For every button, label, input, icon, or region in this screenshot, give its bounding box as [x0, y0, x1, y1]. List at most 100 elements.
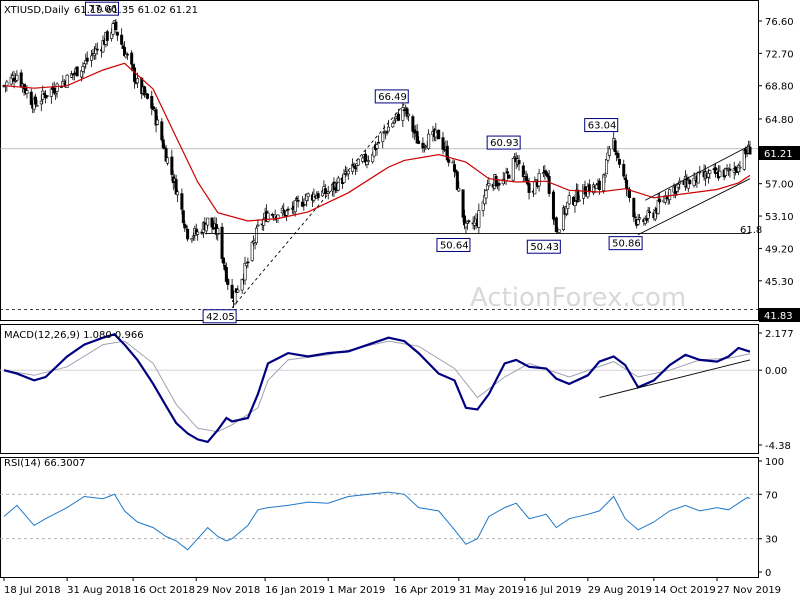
- candle-body: [39, 100, 43, 105]
- annotation-box: [486, 135, 521, 150]
- candle-body: [125, 53, 129, 56]
- candle-body: [54, 93, 58, 96]
- candle-body: [376, 141, 380, 144]
- candle-body: [622, 164, 626, 177]
- candle-body: [145, 93, 149, 99]
- candle-body: [392, 120, 396, 123]
- current-price-tag: [759, 146, 800, 160]
- candle-body: [537, 173, 541, 187]
- candle-body: [130, 52, 134, 65]
- candle-body: [41, 90, 45, 100]
- candle-body: [748, 146, 752, 155]
- rsi-panel: [0, 457, 759, 578]
- candle-body: [455, 171, 459, 191]
- candle-body: [427, 133, 431, 149]
- y-tick-label: 57.00: [765, 180, 794, 191]
- candle-body: [417, 140, 421, 144]
- candle-body: [728, 168, 732, 171]
- candle-body: [90, 55, 94, 61]
- candle-body: [161, 139, 165, 149]
- candle-body: [5, 81, 9, 86]
- candle-body: [605, 159, 609, 175]
- macd-panel: [0, 324, 759, 454]
- trendline-channel-lower: [637, 178, 751, 236]
- annotation-box: [84, 1, 119, 16]
- candle-body: [541, 172, 545, 174]
- annotation-label: 63.04: [588, 121, 617, 132]
- macd-trendline: [599, 359, 751, 398]
- candle-body: [191, 235, 195, 238]
- candle-body: [394, 116, 398, 120]
- candle-body: [577, 199, 581, 202]
- candle-body: [181, 210, 185, 224]
- candle-body: [35, 104, 39, 107]
- candle-body: [708, 170, 712, 174]
- candle-body: [216, 228, 220, 236]
- candle-body: [632, 198, 636, 218]
- candle-body: [603, 175, 607, 178]
- candle-body: [221, 257, 225, 264]
- candle-body: [246, 261, 250, 264]
- candle-body: [404, 107, 408, 109]
- candle-body: [49, 88, 53, 97]
- candle-body: [285, 210, 289, 216]
- candle-body: [295, 197, 299, 200]
- candle-body: [627, 189, 631, 198]
- candle-body: [385, 131, 389, 134]
- trendline-channel-upper: [645, 145, 751, 201]
- candle-body: [613, 140, 617, 152]
- candle-body: [133, 67, 137, 82]
- macd-plot: [0, 333, 758, 444]
- candle-body: [45, 95, 49, 97]
- candle-body: [738, 166, 742, 169]
- rsi-title: RSI(14) 66.3007: [4, 458, 85, 469]
- candle-body: [233, 290, 237, 305]
- candle-body: [170, 156, 174, 175]
- annotation-box: [202, 309, 237, 324]
- candle-body: [668, 189, 672, 201]
- candle-body: [79, 70, 83, 78]
- candle-body: [206, 217, 210, 226]
- candle-body: [95, 48, 99, 51]
- candle-body: [551, 191, 555, 220]
- candle-body: [293, 200, 297, 213]
- rsi-plot: [0, 491, 758, 551]
- x-axis: 18 Jul 2018 31 Aug 2018 16 Oct 2018 29 Nov …: [3, 577, 781, 596]
- candle-body: [573, 201, 577, 206]
- candle-body: [250, 241, 254, 261]
- candle-body: [625, 179, 629, 190]
- candle-body: [256, 224, 260, 227]
- annotation-label: 50.64: [440, 240, 469, 251]
- x-tick-label: 1 Mar 2019: [328, 585, 385, 596]
- candle-body: [734, 166, 738, 172]
- y-tick-label: 72.70: [765, 49, 794, 60]
- candle-body: [160, 121, 164, 141]
- macd-y-tick-label: 0.00: [765, 366, 787, 377]
- y-tick-label: 45.30: [765, 277, 794, 288]
- candle-body: [487, 183, 491, 187]
- candle-body: [306, 193, 310, 198]
- candle-body: [434, 129, 438, 138]
- candle-body: [451, 161, 455, 164]
- candle-body: [567, 195, 571, 205]
- trendline-support-to-66.49: [231, 103, 405, 309]
- candle-body: [176, 191, 180, 196]
- y-tick-label: 49.20: [765, 244, 794, 255]
- candle-body: [254, 227, 258, 244]
- candle-body: [623, 177, 627, 180]
- candle-body: [617, 159, 621, 165]
- candle-body: [718, 170, 722, 177]
- candle-body: [353, 167, 357, 170]
- candle-body: [386, 126, 390, 132]
- level-price-label: 41.83: [764, 311, 793, 322]
- candle-body: [511, 157, 515, 181]
- x-tick-label: 29 Nov 2018: [196, 585, 260, 596]
- macd-line: [3, 333, 751, 444]
- candle-body: [381, 132, 385, 142]
- candle-body: [583, 186, 587, 195]
- candle-body: [270, 214, 274, 216]
- current-price-label: 61.21: [764, 149, 793, 160]
- candle-body: [25, 90, 29, 94]
- candle-body: [244, 262, 248, 267]
